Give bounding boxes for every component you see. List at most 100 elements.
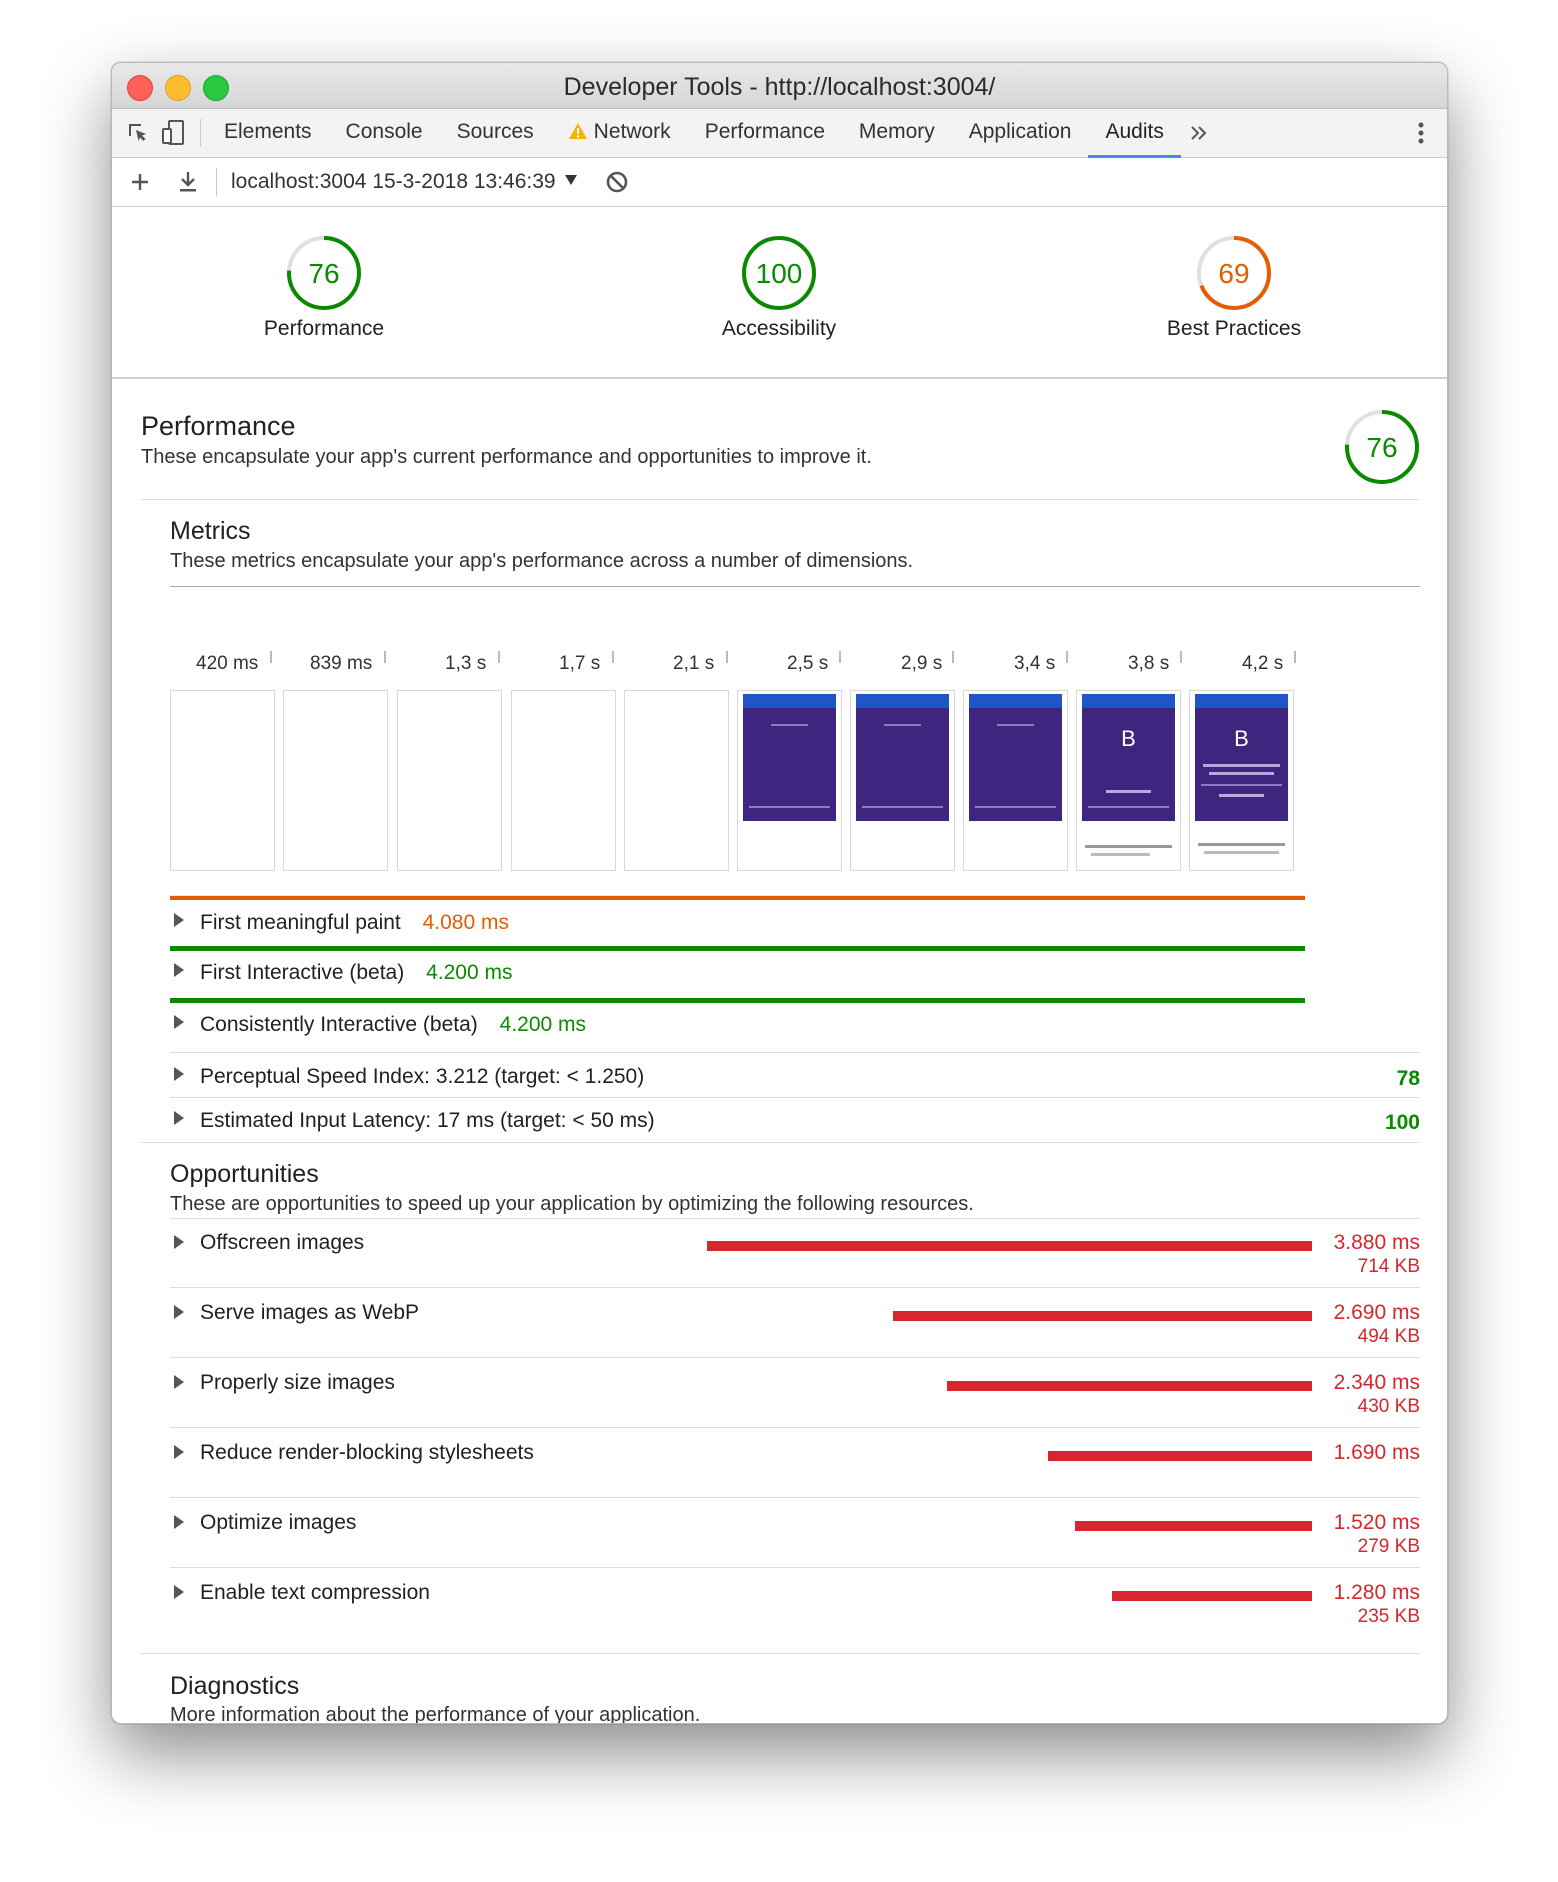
more-tabs-chevron-icon[interactable] xyxy=(1185,119,1213,147)
expand-triangle-icon[interactable] xyxy=(174,1015,184,1034)
gauge-ring: 100 xyxy=(742,236,816,310)
filmstrip-tick-mark xyxy=(612,651,614,663)
opportunity-kb: 430 KB xyxy=(1357,1396,1420,1417)
divider xyxy=(170,1287,1420,1288)
filmstrip-frame-blank xyxy=(397,690,502,871)
tab-memory[interactable]: Memory xyxy=(858,120,935,143)
divider xyxy=(141,1142,1419,1143)
tab-performance[interactable]: Performance xyxy=(704,120,825,143)
close-window-button[interactable] xyxy=(127,75,153,101)
opportunity-kb: 279 KB xyxy=(1357,1536,1420,1557)
metric-label: Consistently Interactive (beta) xyxy=(200,1013,478,1036)
dropdown-triangle-icon xyxy=(565,175,578,185)
gauge-performance[interactable]: 76 Performance xyxy=(214,235,434,341)
metric-timeline-track xyxy=(170,895,1305,896)
metric-timeline-bar xyxy=(170,998,1305,1003)
download-icon[interactable] xyxy=(174,168,202,196)
plus-icon[interactable] xyxy=(126,168,154,196)
tab-network[interactable]: Network xyxy=(551,109,688,157)
opportunity-kb: 494 KB xyxy=(1357,1326,1420,1347)
filmstrip-tick-mark xyxy=(726,651,728,663)
expand-triangle-icon[interactable] xyxy=(174,1375,184,1394)
divider xyxy=(170,1497,1420,1498)
divider xyxy=(170,1097,1420,1098)
metric-timeline-bar xyxy=(170,946,1305,951)
metric-row[interactable]: First Interactive (beta) 4.200 ms xyxy=(200,961,512,985)
opportunity-savings-bar xyxy=(1048,1451,1312,1461)
warning-icon xyxy=(568,111,588,157)
opportunity-label: Offscreen images xyxy=(200,1231,365,1254)
expand-triangle-icon[interactable] xyxy=(174,1235,184,1254)
filmstrip-tick: 839 ms xyxy=(310,653,373,674)
opportunity-ms: 1.280 ms xyxy=(1333,1581,1420,1604)
expand-triangle-icon[interactable] xyxy=(174,1305,184,1324)
opportunity-label: Enable text compression xyxy=(200,1581,430,1604)
filmstrip-frame-blank xyxy=(624,690,729,871)
gauge-ring: 69 xyxy=(1197,236,1271,310)
filmstrip-frame-screenshot: B xyxy=(1189,690,1294,871)
expand-triangle-icon[interactable] xyxy=(174,1445,184,1464)
tab-audits[interactable]: Audits xyxy=(1088,109,1182,158)
filmstrip-tick: 1,3 s xyxy=(445,653,487,674)
metric-row[interactable]: Consistently Interactive (beta) 4.200 ms xyxy=(200,1013,586,1037)
divider xyxy=(170,1218,1420,1219)
filmstrip-tick-mark xyxy=(1180,651,1182,663)
score-gauges: 76 Performance 100 Accessibility 69 Best… xyxy=(112,207,1447,379)
opportunity-ms: 2.690 ms xyxy=(1333,1301,1420,1324)
report-select[interactable]: localhost:3004 15-3-2018 13:46:39 xyxy=(231,170,578,194)
metric-row[interactable]: First meaningful paint 4.080 ms xyxy=(200,911,509,935)
window-title: Developer Tools - http://localhost:3004/ xyxy=(563,73,996,101)
tab-console[interactable]: Console xyxy=(345,120,423,143)
opportunity-kb: 235 KB xyxy=(1357,1606,1420,1627)
metric-value: 4.080 ms xyxy=(422,911,509,934)
filmstrip-frame-screenshot xyxy=(963,690,1068,871)
tab-elements[interactable]: Elements xyxy=(224,120,312,143)
expand-triangle-icon[interactable] xyxy=(174,1111,184,1130)
clear-block-icon[interactable] xyxy=(603,168,631,196)
opportunity-label: Properly size images xyxy=(200,1371,395,1394)
filmstrip-frame-screenshot xyxy=(850,690,955,871)
metrics-desc: These metrics encapsulate your app's per… xyxy=(170,550,914,572)
expand-triangle-icon[interactable] xyxy=(174,1067,184,1086)
opportunities-desc: These are opportunities to speed up your… xyxy=(170,1193,974,1215)
metric-label: First Interactive (beta) xyxy=(200,961,405,984)
tab-application[interactable]: Application xyxy=(968,120,1072,143)
audits-toolbar: localhost:3004 15-3-2018 13:46:39 xyxy=(112,158,1447,207)
metric-row[interactable]: Estimated Input Latency: 17 ms (target: … xyxy=(200,1109,655,1132)
gauge-label: Accessibility xyxy=(721,317,837,340)
zoom-window-button[interactable] xyxy=(203,75,229,101)
divider xyxy=(170,1567,1420,1568)
filmstrip-tick: 2,1 s xyxy=(673,653,715,674)
metric-row[interactable]: Perceptual Speed Index: 3.212 (target: <… xyxy=(200,1065,645,1088)
gauge-score: 69 xyxy=(1218,258,1249,289)
minimize-window-button[interactable] xyxy=(165,75,191,101)
device-toolbar-icon[interactable] xyxy=(160,119,188,147)
opportunity-ms: 1.690 ms xyxy=(1333,1441,1420,1464)
filmstrip-frame-blank xyxy=(170,690,275,871)
filmstrip-tick-mark xyxy=(839,651,841,663)
toolbar-divider xyxy=(216,168,217,196)
filmstrip-tick: 2,9 s xyxy=(901,653,943,674)
tab-network-label: Network xyxy=(593,120,671,143)
kebab-menu-icon[interactable] xyxy=(1407,119,1435,147)
opportunity-label: Optimize images xyxy=(200,1511,357,1534)
filmstrip-frame-screenshot xyxy=(737,690,842,871)
filmstrip-tick: 2,5 s xyxy=(787,653,829,674)
gauge-accessibility[interactable]: 100 Accessibility xyxy=(669,235,889,341)
filmstrip-frame-screenshot: B xyxy=(1076,690,1181,871)
filmstrip-tick: 1,7 s xyxy=(559,653,601,674)
frame-logo-letter: B xyxy=(1234,726,1249,751)
expand-triangle-icon[interactable] xyxy=(174,1515,184,1534)
expand-triangle-icon[interactable] xyxy=(174,913,184,932)
expand-triangle-icon[interactable] xyxy=(174,1585,184,1604)
expand-triangle-icon[interactable] xyxy=(174,963,184,982)
filmstrip-axis xyxy=(170,586,1420,587)
tab-sources[interactable]: Sources xyxy=(456,120,534,143)
frame-logo-letter: B xyxy=(1121,726,1136,751)
inspect-element-icon[interactable] xyxy=(124,119,152,147)
opportunity-savings-bar xyxy=(893,1311,1312,1321)
gauge-best-practices[interactable]: 69 Best Practices xyxy=(1124,235,1344,341)
gauge-label: Best Practices xyxy=(1166,317,1302,340)
gauge-label: Performance xyxy=(263,317,385,340)
opportunity-savings-bar xyxy=(1112,1591,1312,1601)
